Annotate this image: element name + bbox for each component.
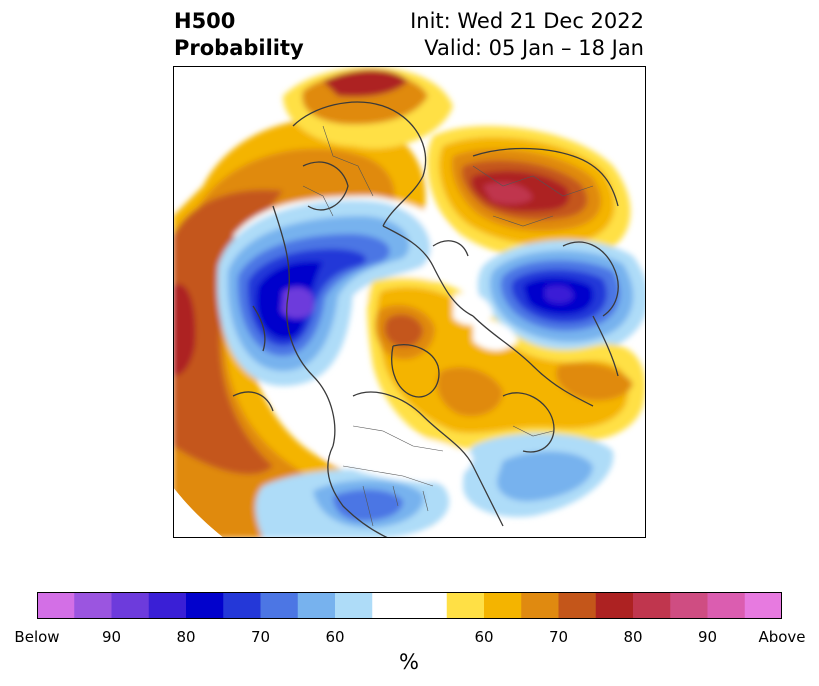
colorbar-bin xyxy=(670,592,708,619)
country-borders xyxy=(302,125,594,527)
colorbar-tick-label: Above xyxy=(758,628,806,646)
variable-title: H500 xyxy=(174,9,236,33)
title-right: Init: Wed 21 Dec 2022 Valid: 05 Jan – 18… xyxy=(410,8,644,62)
colorbar-border xyxy=(37,592,782,619)
colorbar-bin xyxy=(521,592,559,619)
colorbar-bin xyxy=(633,592,671,619)
colorbar-bin xyxy=(148,592,187,619)
colorbar-bin xyxy=(558,592,597,619)
colorbar-bin xyxy=(484,592,522,619)
colorbar-bin xyxy=(223,592,261,619)
coastlines xyxy=(232,101,619,538)
colorbar-tick-label: Below xyxy=(14,628,60,646)
colorbar xyxy=(37,592,782,619)
colorbar-bin xyxy=(595,592,634,619)
colorbar-tick-label: 90 xyxy=(697,628,718,646)
valid-range: Valid: 05 Jan – 18 Jan xyxy=(424,36,644,60)
map-border xyxy=(173,66,646,538)
product-title: Probability xyxy=(174,36,304,60)
probability-field xyxy=(173,67,646,538)
colorbar-bin xyxy=(707,592,746,619)
colorbar-bin xyxy=(186,592,224,619)
title-left: H500 Probability xyxy=(174,8,304,62)
colorbar-bin xyxy=(744,592,782,619)
colorbar-unit-label: % xyxy=(399,650,419,674)
colorbar-bin xyxy=(111,592,150,619)
init-date: Init: Wed 21 Dec 2022 xyxy=(410,9,644,33)
colorbar-tick-label: 90 xyxy=(101,628,122,646)
colorbar-bin xyxy=(74,592,112,619)
colorbar-tick-label: 60 xyxy=(474,628,494,646)
colorbar-tick-label: 70 xyxy=(250,628,271,646)
colorbar-tick-label: 80 xyxy=(623,628,643,646)
colorbar-tick-label: 60 xyxy=(325,628,345,646)
colorbar-bin xyxy=(335,592,373,619)
colorbar-bin xyxy=(260,592,299,619)
map-panel xyxy=(173,66,646,538)
colorbar-bin xyxy=(372,592,448,619)
polar-map xyxy=(173,66,646,538)
colorbar-tick-label: 80 xyxy=(176,628,196,646)
colorbar-bin xyxy=(297,592,336,619)
colorbar-bin xyxy=(446,592,485,619)
colorbar-bin xyxy=(37,592,75,619)
colorbar-tick-label: 70 xyxy=(548,628,569,646)
